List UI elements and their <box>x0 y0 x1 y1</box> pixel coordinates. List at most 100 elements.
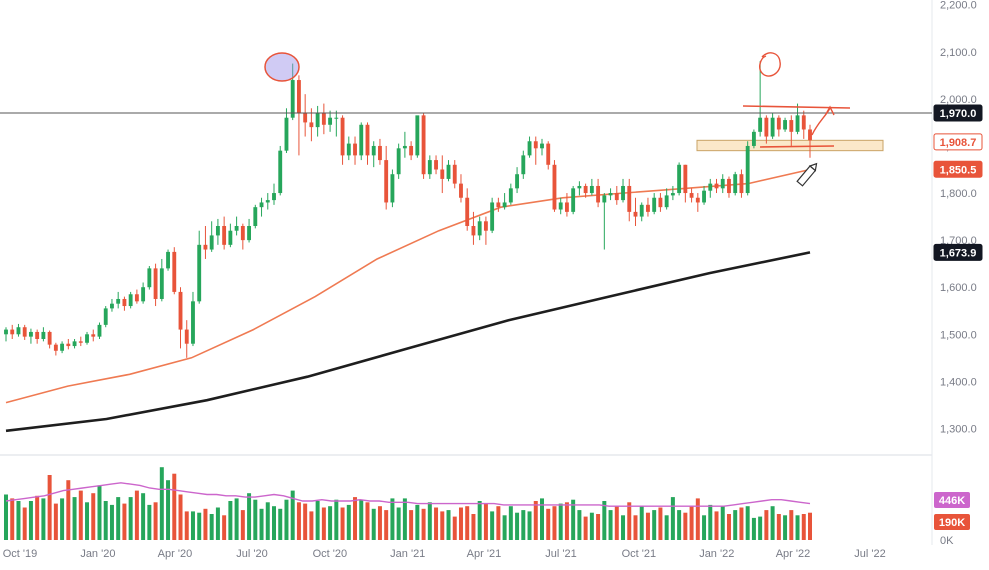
price-badges: 1,970.0 1,908.7 1,850.5 1,673.9 446K 190K <box>933 104 983 530</box>
candle-body <box>315 113 320 128</box>
candle-body <box>290 80 295 118</box>
grid-lines <box>0 0 933 545</box>
candle <box>708 178 713 198</box>
volume-bar <box>415 504 420 540</box>
candle-body <box>789 120 794 132</box>
volume-bar <box>589 512 594 540</box>
volume-bar <box>783 515 788 540</box>
candle-body <box>733 174 738 194</box>
time-axis[interactable]: Oct '19 Jan '20 Apr '20 Jul '20 Oct '20 Jan '… <box>3 548 886 560</box>
volume-bar <box>440 511 445 540</box>
candle <box>714 178 719 194</box>
candle-body <box>272 193 276 201</box>
volume-bar <box>66 480 71 540</box>
candle <box>346 136 351 161</box>
candle-body <box>309 122 314 128</box>
candle-body <box>801 115 806 130</box>
time-tick-label: Jan '22 <box>699 548 734 560</box>
candle <box>159 258 164 302</box>
volume-bar <box>228 501 233 540</box>
candle-body <box>66 343 71 347</box>
volume-bar <box>97 485 102 540</box>
volume-bar <box>128 497 133 540</box>
candle-body <box>683 164 688 194</box>
candle-body <box>727 178 731 194</box>
candle <box>515 167 520 194</box>
candle-body <box>608 193 613 196</box>
candle-body <box>440 169 445 179</box>
volume-bar <box>764 510 769 540</box>
volume-bar <box>434 507 439 540</box>
candle-body <box>502 202 507 208</box>
volume-bar <box>421 508 426 540</box>
candle-body <box>78 341 83 343</box>
volume-bar <box>683 512 688 540</box>
volume-bar <box>608 510 613 540</box>
candle-body <box>633 211 638 217</box>
candle-body <box>134 294 139 302</box>
volume-bar <box>546 508 551 540</box>
candle-body <box>477 221 482 236</box>
volume-bar <box>402 498 407 540</box>
volume-bar <box>726 514 731 540</box>
candle <box>446 160 451 182</box>
candle <box>801 110 806 139</box>
candle <box>465 188 470 231</box>
candle-body <box>540 143 544 149</box>
candle-body <box>751 131 756 146</box>
candle <box>122 296 127 311</box>
candle-body <box>402 145 407 149</box>
candle <box>789 115 794 146</box>
pencil-tip <box>808 162 818 172</box>
volume-bar <box>801 514 806 540</box>
candle <box>677 162 682 196</box>
candle <box>16 323 21 337</box>
candle-body <box>720 178 725 189</box>
candle <box>540 138 544 156</box>
candle <box>116 291 121 309</box>
candle <box>203 226 208 259</box>
candle-body <box>521 155 526 175</box>
price-axis[interactable]: 2,200.02,100.02,000.01,900.01,800.01,700… <box>940 0 977 547</box>
support-mark <box>759 145 835 148</box>
volume-bar <box>602 501 607 540</box>
price-tick-label: 1,400.0 <box>940 376 977 388</box>
candle <box>321 103 326 135</box>
volume-bar <box>109 504 114 540</box>
candle-body <box>110 303 114 309</box>
volume-bar <box>677 510 682 540</box>
candle-body <box>340 117 345 156</box>
support-zone-rect <box>696 139 884 152</box>
candle-body <box>159 268 164 299</box>
volume-badge-bg <box>934 492 970 508</box>
candle <box>259 197 264 217</box>
candle <box>745 141 750 196</box>
volume-bar <box>190 511 195 540</box>
volume-bar <box>483 503 488 540</box>
volume-badge: 446K <box>934 492 970 508</box>
price-badge-label: 1,908.7 <box>940 137 977 149</box>
candle <box>508 183 513 205</box>
candle-body <box>471 226 476 236</box>
candle-body <box>602 195 607 203</box>
candle <box>72 339 77 349</box>
volume-bar <box>209 514 214 540</box>
candle <box>577 181 582 196</box>
candle <box>278 145 283 196</box>
volume-bar <box>658 507 663 540</box>
volume-bar <box>91 493 96 540</box>
candle <box>91 329 96 342</box>
candle-body <box>378 145 382 161</box>
candle-body <box>4 329 8 335</box>
arrow-mark <box>811 105 835 136</box>
candle-body <box>459 183 463 198</box>
candle <box>527 136 532 158</box>
volume-bar <box>334 499 339 540</box>
candle-body <box>10 329 15 335</box>
candle <box>421 113 426 179</box>
candle <box>60 341 65 354</box>
volume-bar <box>278 508 283 540</box>
candle <box>4 327 8 342</box>
volume-bar <box>652 510 657 540</box>
